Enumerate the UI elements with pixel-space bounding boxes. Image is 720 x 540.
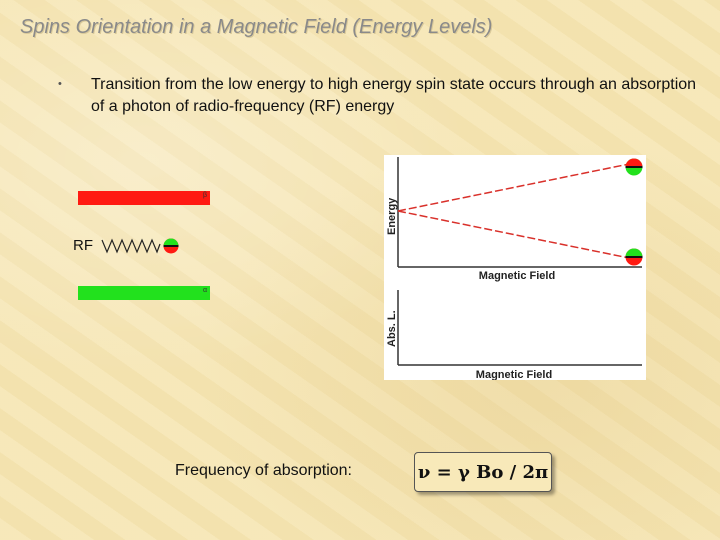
spin-up-ball-icon [625,158,643,176]
lower-energy-line [397,210,635,260]
rf-label: RF [73,237,93,254]
bullet-text: Transition from the low energy to high e… [91,76,697,115]
rf-wave-diagram [101,238,179,254]
slide-title: Spins Orientation in a Magnetic Field (E… [20,16,493,38]
spin-down-ball-icon [625,248,643,266]
frequency-label: Frequency of absorption: [175,462,352,479]
energy-x-axis-label: Magnetic Field [479,270,555,282]
spin-ball-icon [163,238,179,254]
energy-plot: Energy Magnetic Field Abs. L. Magnetic F… [386,157,643,380]
high-energy-level-bar: β [78,191,210,205]
plots-panel: Energy Magnetic Field Abs. L. Magnetic F… [384,155,646,380]
abs-x-axis-label: Magnetic Field [476,369,552,380]
low-level-tag: α [202,287,207,294]
abs-axis-label: Abs. L. [386,310,398,347]
larmor-formula: ν = γ Bo / 2π [417,461,549,483]
larmor-formula-box: ν = γ Bo / 2π [414,452,552,492]
bullet-marker: • [58,78,62,90]
rf-wave-icon [101,238,161,254]
energy-axis-label: Energy [386,197,398,235]
upper-energy-line [397,162,635,212]
high-level-tag: β [202,192,207,199]
low-energy-level-bar: α [78,286,210,300]
